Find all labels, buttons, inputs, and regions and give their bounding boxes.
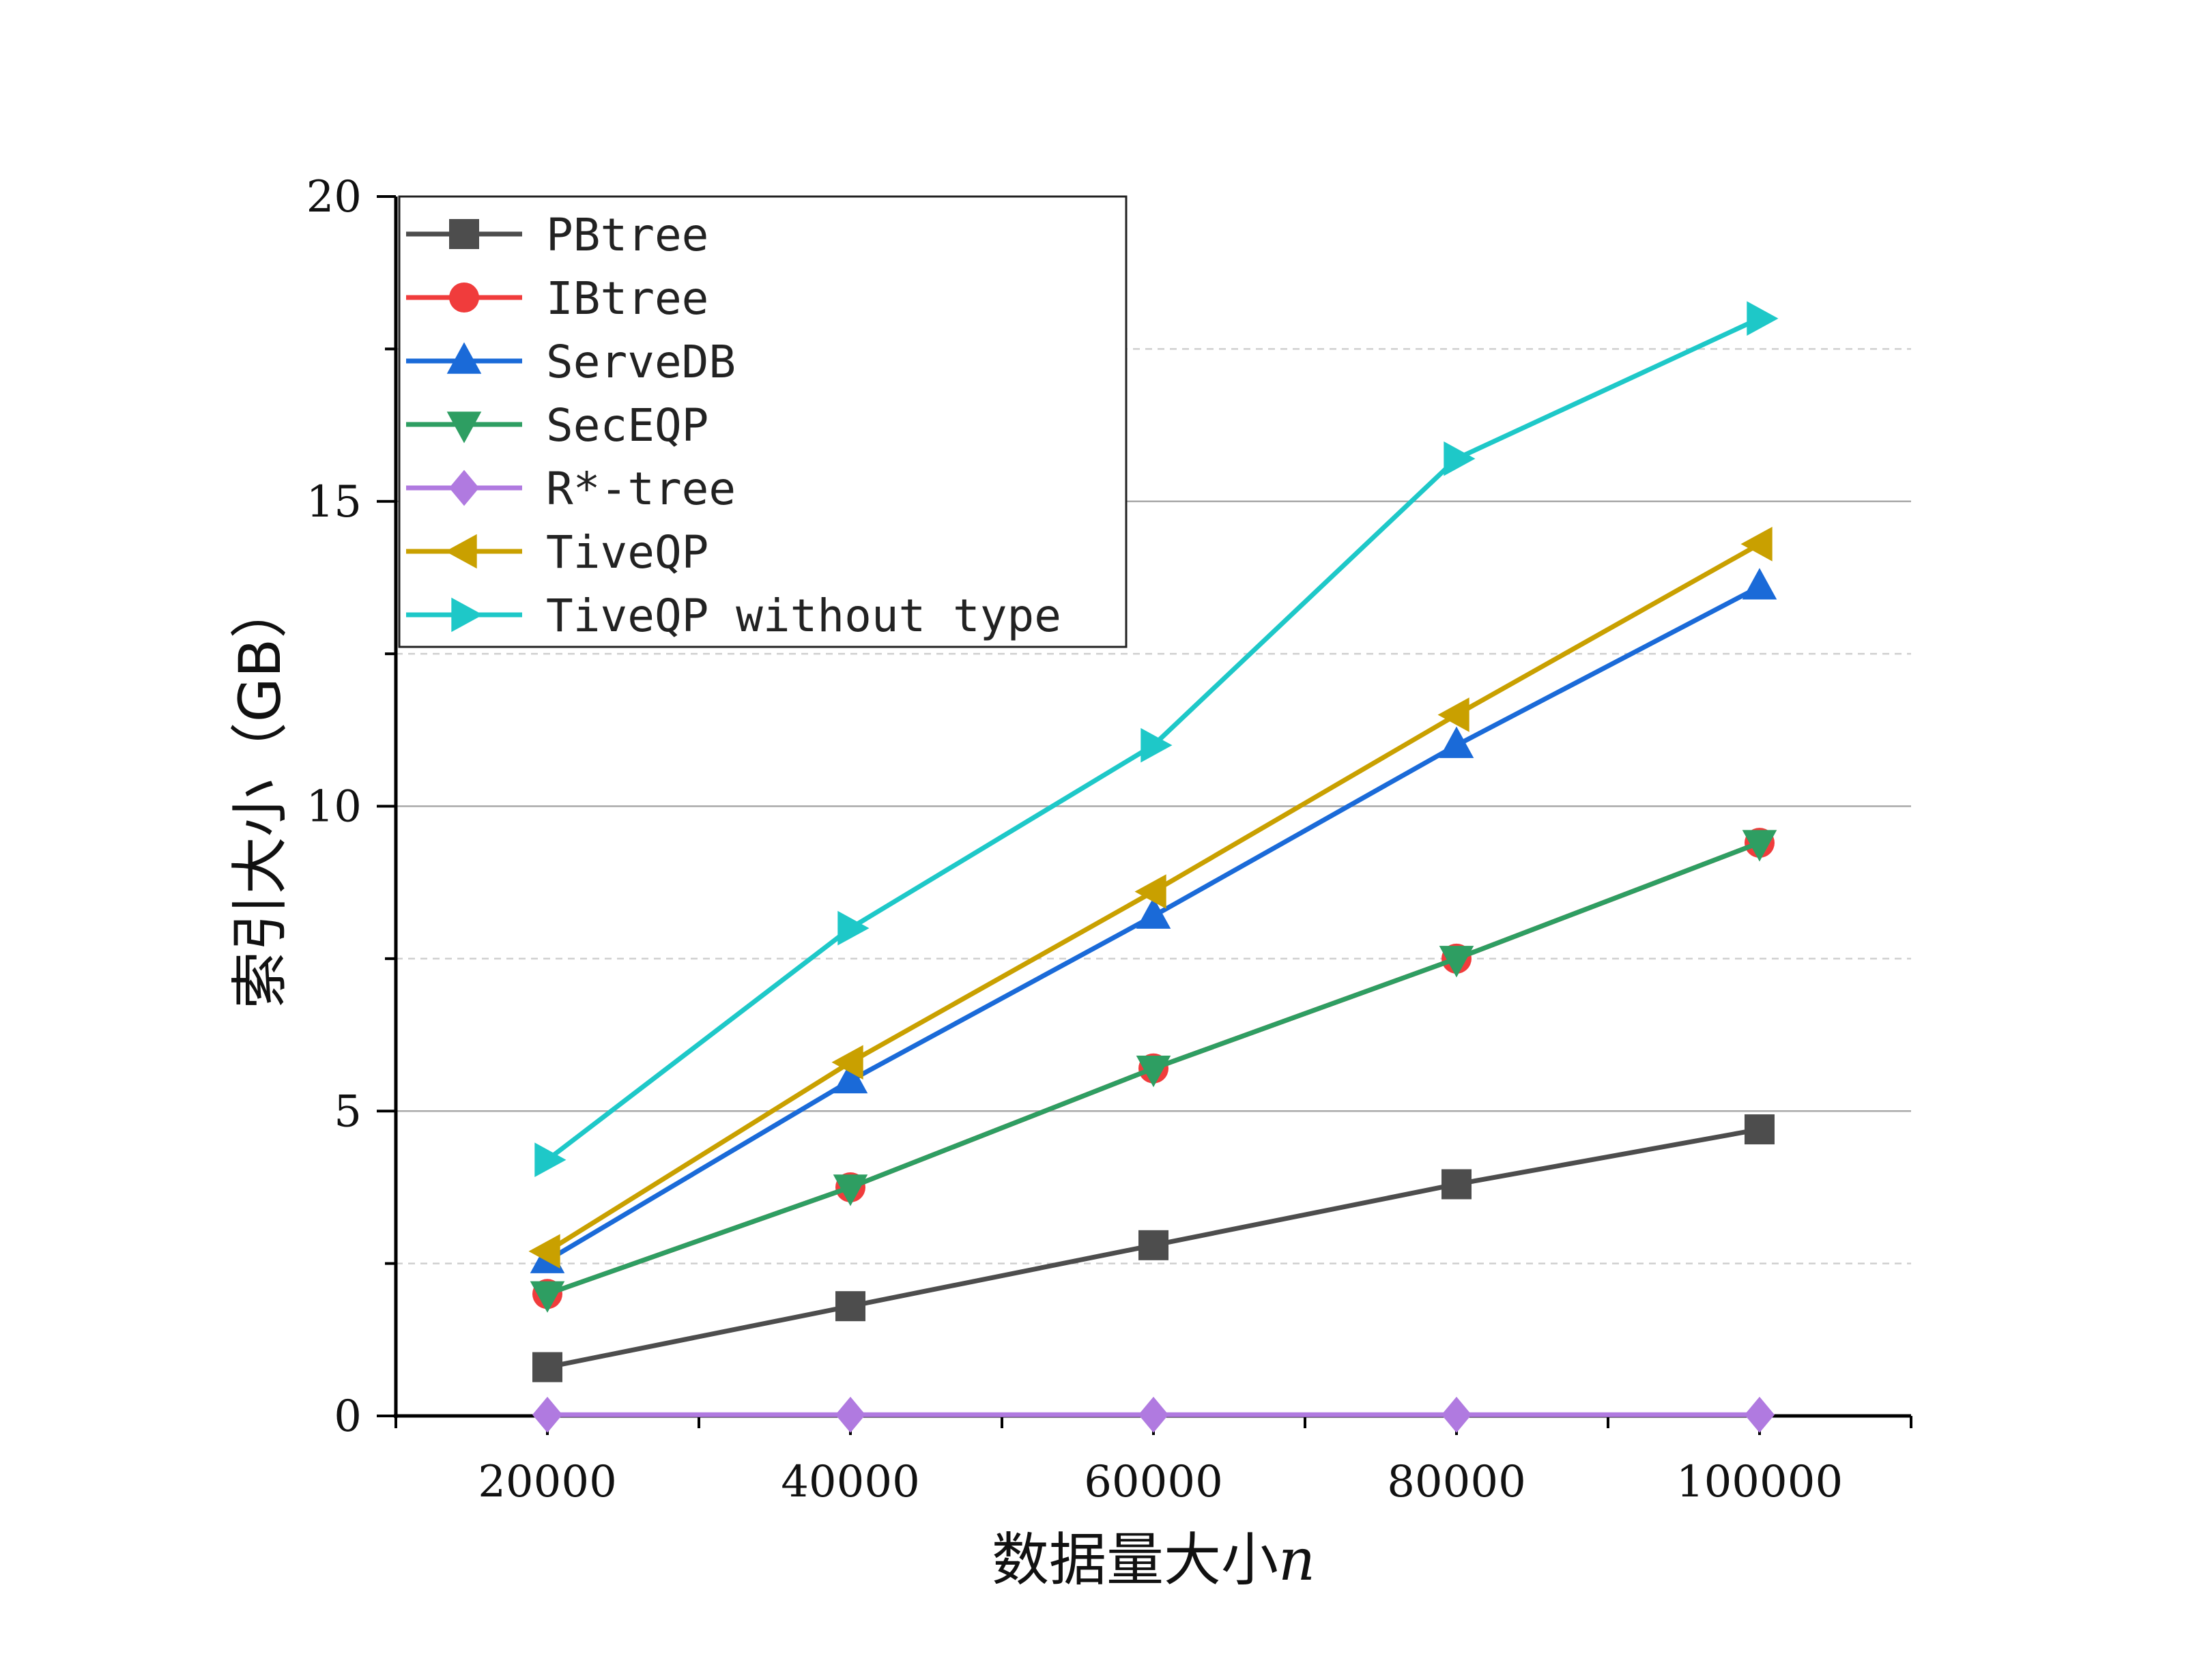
data-point [532,1352,562,1382]
legend-swatch-marker [445,534,477,569]
legend-swatch-marker [446,411,482,444]
data-point [1742,830,1777,862]
data-point [1745,1396,1775,1433]
x-tick-label: 60000 [1084,1457,1223,1507]
series-seceqp [530,830,1777,1313]
y-axis-title: 索引大小（GB） [227,581,293,1009]
data-point [1136,897,1171,929]
legend-box [398,195,1128,648]
data-point [1134,874,1166,909]
data-point [1742,568,1777,600]
data-point [1745,1114,1775,1145]
data-point [532,1396,562,1433]
x-tick-label: 100000 [1676,1457,1843,1507]
legend-item: TiveQP [406,526,708,579]
x-axis-title: 数据量大小n [992,1526,1315,1593]
x-tick-label: 40000 [781,1457,920,1507]
y-tick-label: 10 [306,782,362,832]
legend-label: ServeDB [546,336,736,388]
legend-swatch-marker [446,342,482,374]
series-r-tree [532,1396,1775,1433]
data-point [1441,1169,1472,1200]
legend-label: PBtree [546,209,708,261]
y-tick-label: 20 [306,172,362,222]
data-point [1747,301,1779,336]
x-tick-label: 80000 [1387,1457,1526,1507]
data-point [1441,1396,1472,1433]
data-point [1444,441,1476,476]
series-tiveqp-without-type [534,301,1779,1178]
data-point [528,1234,560,1269]
y-tick-label: 5 [334,1086,362,1137]
data-point [1437,697,1469,732]
data-point [530,1281,565,1313]
data-point [833,1174,868,1206]
legend-label: IBtree [546,272,708,325]
data-point [1740,526,1773,562]
legend-label: TiveQP [546,526,708,579]
legend-item: PBtree [406,209,708,261]
data-point [837,910,870,946]
series-pbtree [532,1114,1775,1382]
legend-item: R*-tree [406,463,736,515]
data-point [835,1396,865,1433]
data-point [1138,1230,1168,1260]
series-tiveqp [528,526,1773,1269]
legend-item: TiveQP without type [406,590,1061,642]
legend-swatch-marker [451,597,483,633]
legend-swatch-marker [449,283,479,313]
legend-label: TiveQP without type [546,590,1061,642]
series-servedb [530,568,1777,1273]
data-point [1138,1396,1168,1433]
legend-label: SecEQP [546,399,708,452]
x-tick-label: 20000 [478,1457,617,1507]
data-point [833,1062,868,1094]
legend-item: ServeDB [406,336,736,388]
data-point [1439,726,1474,758]
legend-item: IBtree [406,272,708,325]
y-tick-label: 15 [306,477,362,527]
data-point [1136,1056,1171,1088]
series-layer [528,301,1779,1433]
y-tick-label: 0 [334,1391,362,1442]
data-point [835,1291,865,1322]
legend-item: SecEQP [406,399,708,452]
data-point [1140,727,1173,763]
data-point [534,1142,566,1178]
data-point [1439,946,1474,978]
legend-swatch-marker [449,219,479,249]
legend-label: R*-tree [546,463,736,515]
legend: PBtree IBtree ServeDB SecEQP R*-tree TiveQP Ti… [398,195,1128,648]
legend-swatch-marker [449,469,479,506]
data-point [831,1045,863,1080]
